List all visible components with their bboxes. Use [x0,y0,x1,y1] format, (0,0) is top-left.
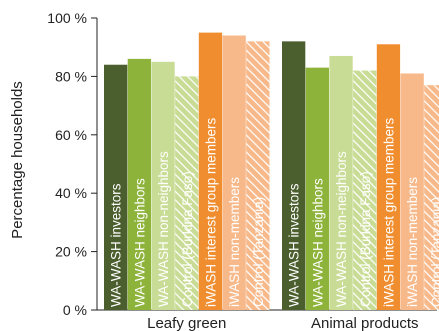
bar-rect [329,55,353,311]
bar-series-label: WA-WASH neighbors [132,178,147,307]
bar: WA-WASH non-neighbors [329,55,353,311]
bar: iWASH interest group members [198,32,223,310]
bar: Control (Tanzania) [424,85,439,310]
bar-rect [198,32,223,310]
bar-hatch [424,85,439,310]
bar: WA-WASH investors [104,64,128,310]
bar-series-label: Control (Tanzania) [429,197,439,307]
bar: iWASH non-members [400,73,424,310]
bar: WA-WASH non-neighbors [151,61,175,310]
y-tick-label: 0 % [63,302,87,318]
bar-hatch [246,41,270,311]
bar-rect [305,67,329,310]
bar-series-label: iWASH interest group members [381,117,396,307]
bar-rect [376,44,401,310]
bar-rect [282,41,306,311]
bar: WA-WASH neighbors [305,67,329,310]
bar: iWASH interest group members [376,44,401,310]
y-tick-label: 100 % [47,10,87,26]
bar-hatch [353,70,377,310]
y-tick-label: 60 % [55,127,87,143]
bar-rect [104,64,128,310]
bar-series-label: WA-WASH non-neighbors [334,151,349,307]
bar-series-label: iWASH interest group members [203,117,218,307]
bar-series-label: WA-WASH neighbors [310,178,325,307]
x-axis: Leafy green Animal products [147,315,418,331]
bar-rect [222,35,246,311]
bar-series-label: WA-WASH non-neighbors [156,151,171,307]
bars: WA-WASH investors WA-WASH neighbors WA-WAS… [104,32,439,311]
y-tick-label: 20 % [55,244,87,260]
x-category-label: Animal products [311,315,419,331]
bar-series-label: Control (Burkina Faso) [358,171,373,307]
bar: Control (Tanzania) [246,41,270,311]
bar-series-label: WA-WASH investors [109,183,124,307]
y-tick-label: 80 % [55,68,87,84]
bar-series-label: iWASH non-members [227,177,242,307]
bar: Control (Burkina Faso) [353,70,377,310]
bar-series-label: Control (Burkina Faso) [180,171,195,307]
bar-series-label: WA-WASH investors [287,183,302,307]
bar-hatch [175,76,199,311]
bar-rect [151,61,175,310]
bar-series-label: Control (Tanzania) [251,197,266,307]
bar: WA-WASH neighbors [127,58,151,310]
x-category-label: Leafy green [147,315,226,331]
bar: Control (Burkina Faso) [175,76,199,311]
bar: WA-WASH investors [282,41,306,311]
bar-rect [127,58,151,310]
bar-series-label: iWASH non-members [405,177,420,307]
y-tick-label: 40 % [55,185,87,201]
bar: iWASH non-members [222,35,246,311]
y-axis-title: Percentage households [9,81,26,239]
bar-rect [400,73,424,310]
